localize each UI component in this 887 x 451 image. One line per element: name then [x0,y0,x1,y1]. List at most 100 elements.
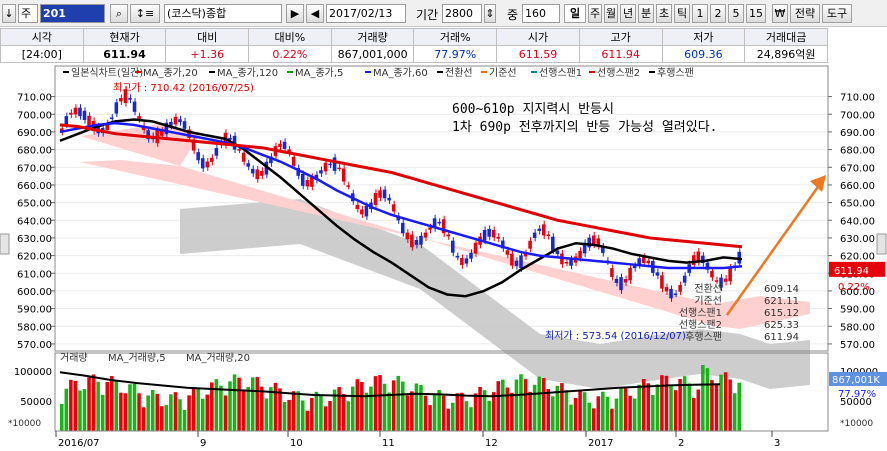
volume-bar [60,404,64,431]
toolbar-button-10[interactable]: 15 [746,4,766,23]
volume-bar [314,391,319,431]
candle-body [187,129,191,138]
candle-body [296,168,300,176]
price-axis-left-label: 680.00 [17,146,52,157]
candle-body [582,242,587,254]
volume-bar [155,394,160,431]
arrow-head-icon [810,175,826,192]
candle-body [419,235,423,245]
search-icon[interactable]: ⌕ [110,4,128,23]
market-prefix[interactable]: 주 [18,4,38,23]
candle-body [410,234,414,248]
price-axis-left-label: 620.00 [17,252,52,263]
volume-bar [682,376,687,431]
price-chart[interactable]: 710.00 710.00 700.00 700.00 690.00 690.00 680.… [0,64,887,451]
candle-body [664,287,669,292]
candle-body [332,157,337,171]
volume-bar [541,378,546,431]
toolbar-button-4[interactable]: 분 [638,4,654,23]
count-label: 중 [507,8,519,22]
price-axis-right-label: 600.00 [840,287,875,298]
volume-bar [264,398,269,431]
volume-bar [160,406,164,431]
sort-icon[interactable]: ↕≡ [130,4,160,23]
volume-bar [605,396,610,431]
candle-body [328,163,332,166]
candle-body [482,230,487,241]
volume-bar [678,378,682,431]
legend-swatch [437,71,443,73]
candle-body [660,275,664,289]
price-axis-right-label: 700.00 [840,110,875,121]
toolbar-button-12[interactable]: 전략 [790,4,820,23]
play-left-icon[interactable]: ◀ [306,4,324,23]
volume-bar [519,374,523,431]
indicator-value: 621.11 [764,296,799,307]
volume-bar [669,385,673,431]
candle-body [641,256,646,263]
toolbar-button-1[interactable]: 주 [588,4,602,23]
candle-body [728,267,732,282]
volume-bar [200,398,205,431]
candle-body [537,228,541,231]
candle-body [710,271,714,278]
volume-bar [328,400,332,431]
toolbar-button-0[interactable]: 일 [564,4,586,23]
annotation-line1: 600~610p 지지력시 반등시 [452,102,614,117]
candle-body [441,219,446,234]
volume-bar [341,393,346,431]
spin-icon[interactable]: ⇕ [484,4,496,23]
candle-body [287,149,291,154]
arrow-down-icon[interactable]: ↓ [2,4,16,23]
code-input[interactable]: 201 [40,4,105,23]
toolbar-button-9[interactable]: 5 [728,4,744,23]
volume-bar [369,386,373,431]
period-input[interactable]: 2800 [442,4,482,23]
toolbar-button-13[interactable]: 도구 [822,4,852,23]
volume-bar [687,383,691,431]
indicator-value: 625.33 [764,320,799,331]
price-axis-right-label: 660.00 [840,181,875,192]
price-axis-right-label: 690.00 [840,128,875,139]
quote-header-3: 대비% [248,28,332,46]
legend-main: 일본식차트(일간) [71,67,143,79]
toolbar-button-11[interactable]: ₩ [772,4,788,23]
toolbar-button-6[interactable]: 틱 [674,4,690,23]
candle-body [396,216,400,221]
price-axis-right-label: 620.00 [840,252,875,263]
volume-bar [501,379,505,431]
play-right-icon[interactable]: ▶ [286,4,304,23]
date-input[interactable]: 2017/02/13 [326,4,406,23]
ma120-line [59,118,743,298]
volume-legend-ma5: MA_거래량,5 [108,352,166,364]
candle-body [173,116,178,125]
candle-body [305,179,310,187]
volume-bar [432,393,437,431]
toolbar-button-2[interactable]: 월 [604,4,618,23]
candle-body [323,162,328,172]
price-axis-right-label: 680.00 [840,146,875,157]
candle-body [364,205,369,217]
toolbar-button-7[interactable]: 1 [692,4,708,23]
volume-bar [637,384,641,431]
scroll-right-button[interactable] [876,233,887,255]
annotation-line2: 1차 690p 전후까지의 반등 가능성 열려있다. [452,120,718,135]
volume-bar [660,375,664,431]
candle-body [191,139,196,151]
count-input[interactable]: 160 [522,4,560,23]
legend-spanA: 선행스팬1 [539,67,582,79]
toolbar-button-3[interactable]: 년 [620,4,636,23]
toolbar-button-5[interactable]: 초 [656,4,672,23]
indicator-value: 609.14 [764,284,799,295]
volume-bar [737,382,741,431]
toolbar-button-8[interactable]: 2 [710,4,726,23]
current-pct-value: 0.22% [838,282,870,293]
scroll-left-button[interactable] [0,233,10,255]
volume-bar [319,395,323,431]
ichimoku-cloud-future [80,124,810,329]
volume-bar [250,377,255,431]
volume-axis-right-label: 50000 [840,397,872,408]
volume-bar [728,379,732,431]
candle-body [264,161,269,175]
candle-body [464,258,469,264]
